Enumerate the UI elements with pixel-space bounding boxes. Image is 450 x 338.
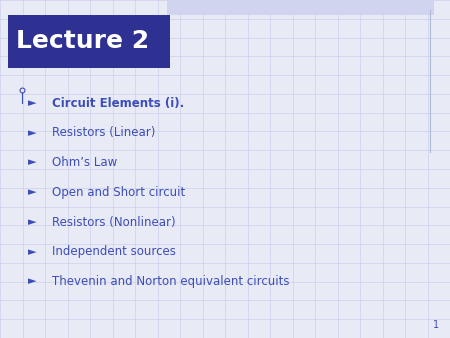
Text: ►: ►	[28, 98, 36, 108]
Text: ►: ►	[28, 187, 36, 197]
Text: Resistors (Linear): Resistors (Linear)	[52, 126, 155, 139]
Text: Open and Short circuit: Open and Short circuit	[52, 186, 185, 199]
Text: Lecture 2: Lecture 2	[16, 29, 149, 53]
Text: 1: 1	[432, 319, 439, 330]
Text: Independent sources: Independent sources	[52, 245, 176, 258]
Text: Resistors (Nonlinear): Resistors (Nonlinear)	[52, 216, 176, 228]
FancyBboxPatch shape	[8, 15, 170, 68]
Text: ►: ►	[28, 128, 36, 138]
Text: ►: ►	[28, 247, 36, 257]
Text: Ohm’s Law: Ohm’s Law	[52, 156, 117, 169]
Text: Thevenin and Norton equivalent circuits: Thevenin and Norton equivalent circuits	[52, 275, 289, 288]
Text: ►: ►	[28, 217, 36, 227]
Text: ►: ►	[28, 158, 36, 168]
FancyBboxPatch shape	[166, 0, 434, 15]
Text: ►: ►	[28, 276, 36, 287]
Text: Circuit Elements (i).: Circuit Elements (i).	[52, 97, 184, 110]
